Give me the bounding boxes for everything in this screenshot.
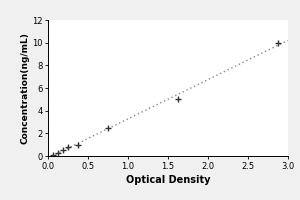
X-axis label: Optical Density: Optical Density (126, 175, 210, 185)
Y-axis label: Concentration(ng/mL): Concentration(ng/mL) (20, 32, 29, 144)
